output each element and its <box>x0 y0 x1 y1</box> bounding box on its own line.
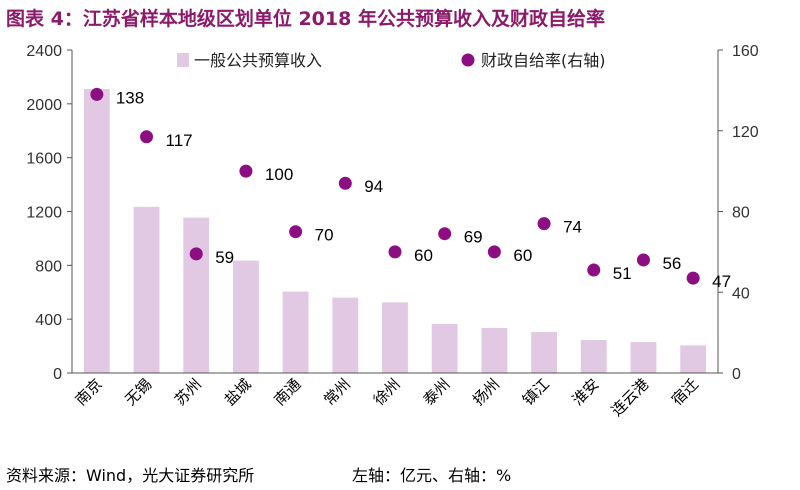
data-label: 60 <box>513 246 532 265</box>
data-label: 47 <box>712 272 731 291</box>
bar <box>481 327 508 373</box>
right-axis-tick-label: 0 <box>732 366 741 383</box>
category-label: 盐城 <box>221 375 255 409</box>
category-label: 淮安 <box>569 375 603 409</box>
legend: 一般公共预算收入 财政自给率(右轴) <box>177 51 606 70</box>
data-label: 60 <box>414 246 433 265</box>
bar <box>133 206 160 373</box>
data-label: 69 <box>464 228 483 247</box>
data-point <box>587 263 601 277</box>
data-point <box>189 247 203 261</box>
bar <box>580 340 607 373</box>
data-label: 74 <box>563 218 582 237</box>
left-axis-tick-label: 1200 <box>26 205 62 222</box>
data-point <box>438 227 452 241</box>
right-axis-tick-label: 120 <box>732 124 759 141</box>
bar <box>83 89 110 373</box>
data-point <box>686 271 700 285</box>
category-label: 徐州 <box>370 375 404 409</box>
figure-title: 图表 4：江苏省样本地级区划单位 2018 年公共预算收入及财政自给率 <box>6 8 605 30</box>
bar <box>183 217 210 373</box>
data-label: 59 <box>215 248 234 267</box>
left-axis-tick-label: 800 <box>35 258 62 275</box>
category-label: 南京 <box>72 375 106 409</box>
bar <box>282 291 309 373</box>
scatter-series: 138 117 59 100 70 94 60 69 60 74 51 56 47 <box>90 87 731 291</box>
right-axis-tick-label: 80 <box>732 205 750 222</box>
data-label: 100 <box>265 165 293 184</box>
legend-swatch-point <box>461 53 475 67</box>
left-axis-tick-label: 1600 <box>26 151 62 168</box>
category-label: 泰州 <box>420 375 454 409</box>
legend-label-bar: 一般公共预算收入 <box>194 51 322 70</box>
bar <box>431 323 458 373</box>
category-label: 常州 <box>320 375 354 409</box>
category-label: 扬州 <box>469 375 503 409</box>
legend-label-point: 财政自给率(右轴) <box>481 51 606 70</box>
bar <box>680 345 707 373</box>
source-note: 资料来源：Wind，光大证券研究所 <box>6 466 255 485</box>
data-point <box>636 253 650 267</box>
data-label: 70 <box>315 226 334 245</box>
data-point <box>90 87 104 101</box>
data-label: 138 <box>116 88 144 107</box>
bar-series <box>72 89 718 374</box>
left-axis-tick-label: 0 <box>53 366 62 383</box>
legend-swatch-bar <box>177 53 189 67</box>
category-axis: 南京 无锡 苏州 盐城 南通 常州 徐州 泰州 扬州 镇江 淮安 连云港 宿迁 <box>72 375 702 420</box>
category-label: 连云港 <box>608 375 653 420</box>
data-label: 117 <box>166 131 193 150</box>
data-label: 56 <box>662 254 681 273</box>
left-axis-tick-label: 400 <box>35 312 62 329</box>
data-point <box>487 245 501 259</box>
data-label: 51 <box>613 264 632 283</box>
category-label: 苏州 <box>171 375 205 409</box>
axis-unit-note: 左轴：亿元、右轴：% <box>352 466 512 485</box>
left-axis-tick-label: 2000 <box>26 97 62 114</box>
category-label: 南通 <box>270 375 304 409</box>
data-point <box>537 217 551 231</box>
right-axis-tick-label: 160 <box>732 43 759 60</box>
bar <box>531 331 557 373</box>
left-axis-tick-label: 2400 <box>26 43 62 60</box>
category-label: 宿迁 <box>668 375 702 409</box>
data-point <box>140 130 154 144</box>
bar <box>382 302 408 373</box>
right-axis: 0 40 80 120 160 <box>717 43 759 383</box>
right-axis-tick-label: 40 <box>732 285 750 302</box>
category-label: 无锡 <box>121 375 155 409</box>
bar <box>233 260 259 373</box>
bar <box>630 342 657 373</box>
data-point <box>388 245 402 259</box>
category-label: 镇江 <box>519 375 553 409</box>
data-point <box>239 164 253 178</box>
bar <box>332 297 359 373</box>
data-point <box>338 176 352 190</box>
data-label: 94 <box>364 177 383 196</box>
data-point <box>289 225 303 239</box>
left-axis: 0 400 800 1200 1600 2000 2400 <box>26 43 73 383</box>
